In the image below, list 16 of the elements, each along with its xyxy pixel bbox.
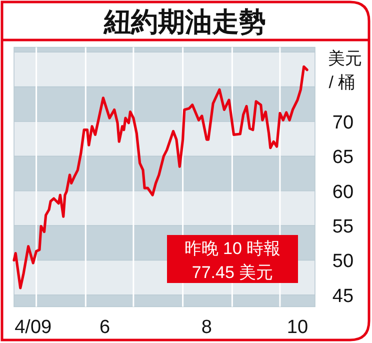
x-tick-label: 6 xyxy=(99,317,110,338)
x-tick-label: 10 xyxy=(286,317,308,338)
title: 紐約期油走勢 xyxy=(104,7,266,37)
y-tick-label: 45 xyxy=(332,286,354,307)
y-tick-label: 55 xyxy=(332,216,354,238)
line-series xyxy=(12,65,308,290)
y-tick-label: 70 xyxy=(332,112,354,134)
x-tick-label: 4/09 xyxy=(14,317,52,338)
y-tick-label: 60 xyxy=(332,182,354,203)
y-axis-title: 美元 / 桶 xyxy=(328,49,362,92)
x-tick-label: 8 xyxy=(201,317,212,338)
annotation: 77.45 美元 xyxy=(192,263,274,282)
annotation: 昨晚 10 時報 77.45 美元 xyxy=(167,235,298,283)
annotation: 昨晚 10 時報 xyxy=(184,239,281,258)
y-tick-label: 65 xyxy=(332,147,354,168)
y-tick-label: 50 xyxy=(332,251,354,272)
